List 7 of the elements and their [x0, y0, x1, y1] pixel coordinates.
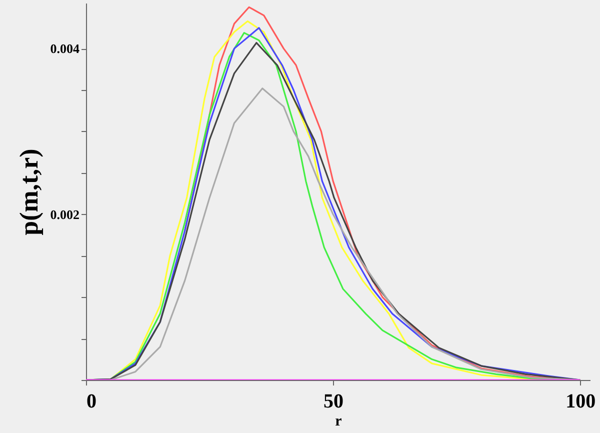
x-axis-title: r: [335, 414, 342, 430]
y-tick-label: 0.002: [50, 206, 80, 222]
x-tick-label: 50: [324, 390, 344, 412]
y-tick-label: 0.004: [50, 41, 80, 56]
x-tick-label: 100: [566, 390, 596, 412]
y-axis-title: p(m,t,r): [14, 148, 44, 236]
x-tick-label: 0: [86, 390, 96, 412]
